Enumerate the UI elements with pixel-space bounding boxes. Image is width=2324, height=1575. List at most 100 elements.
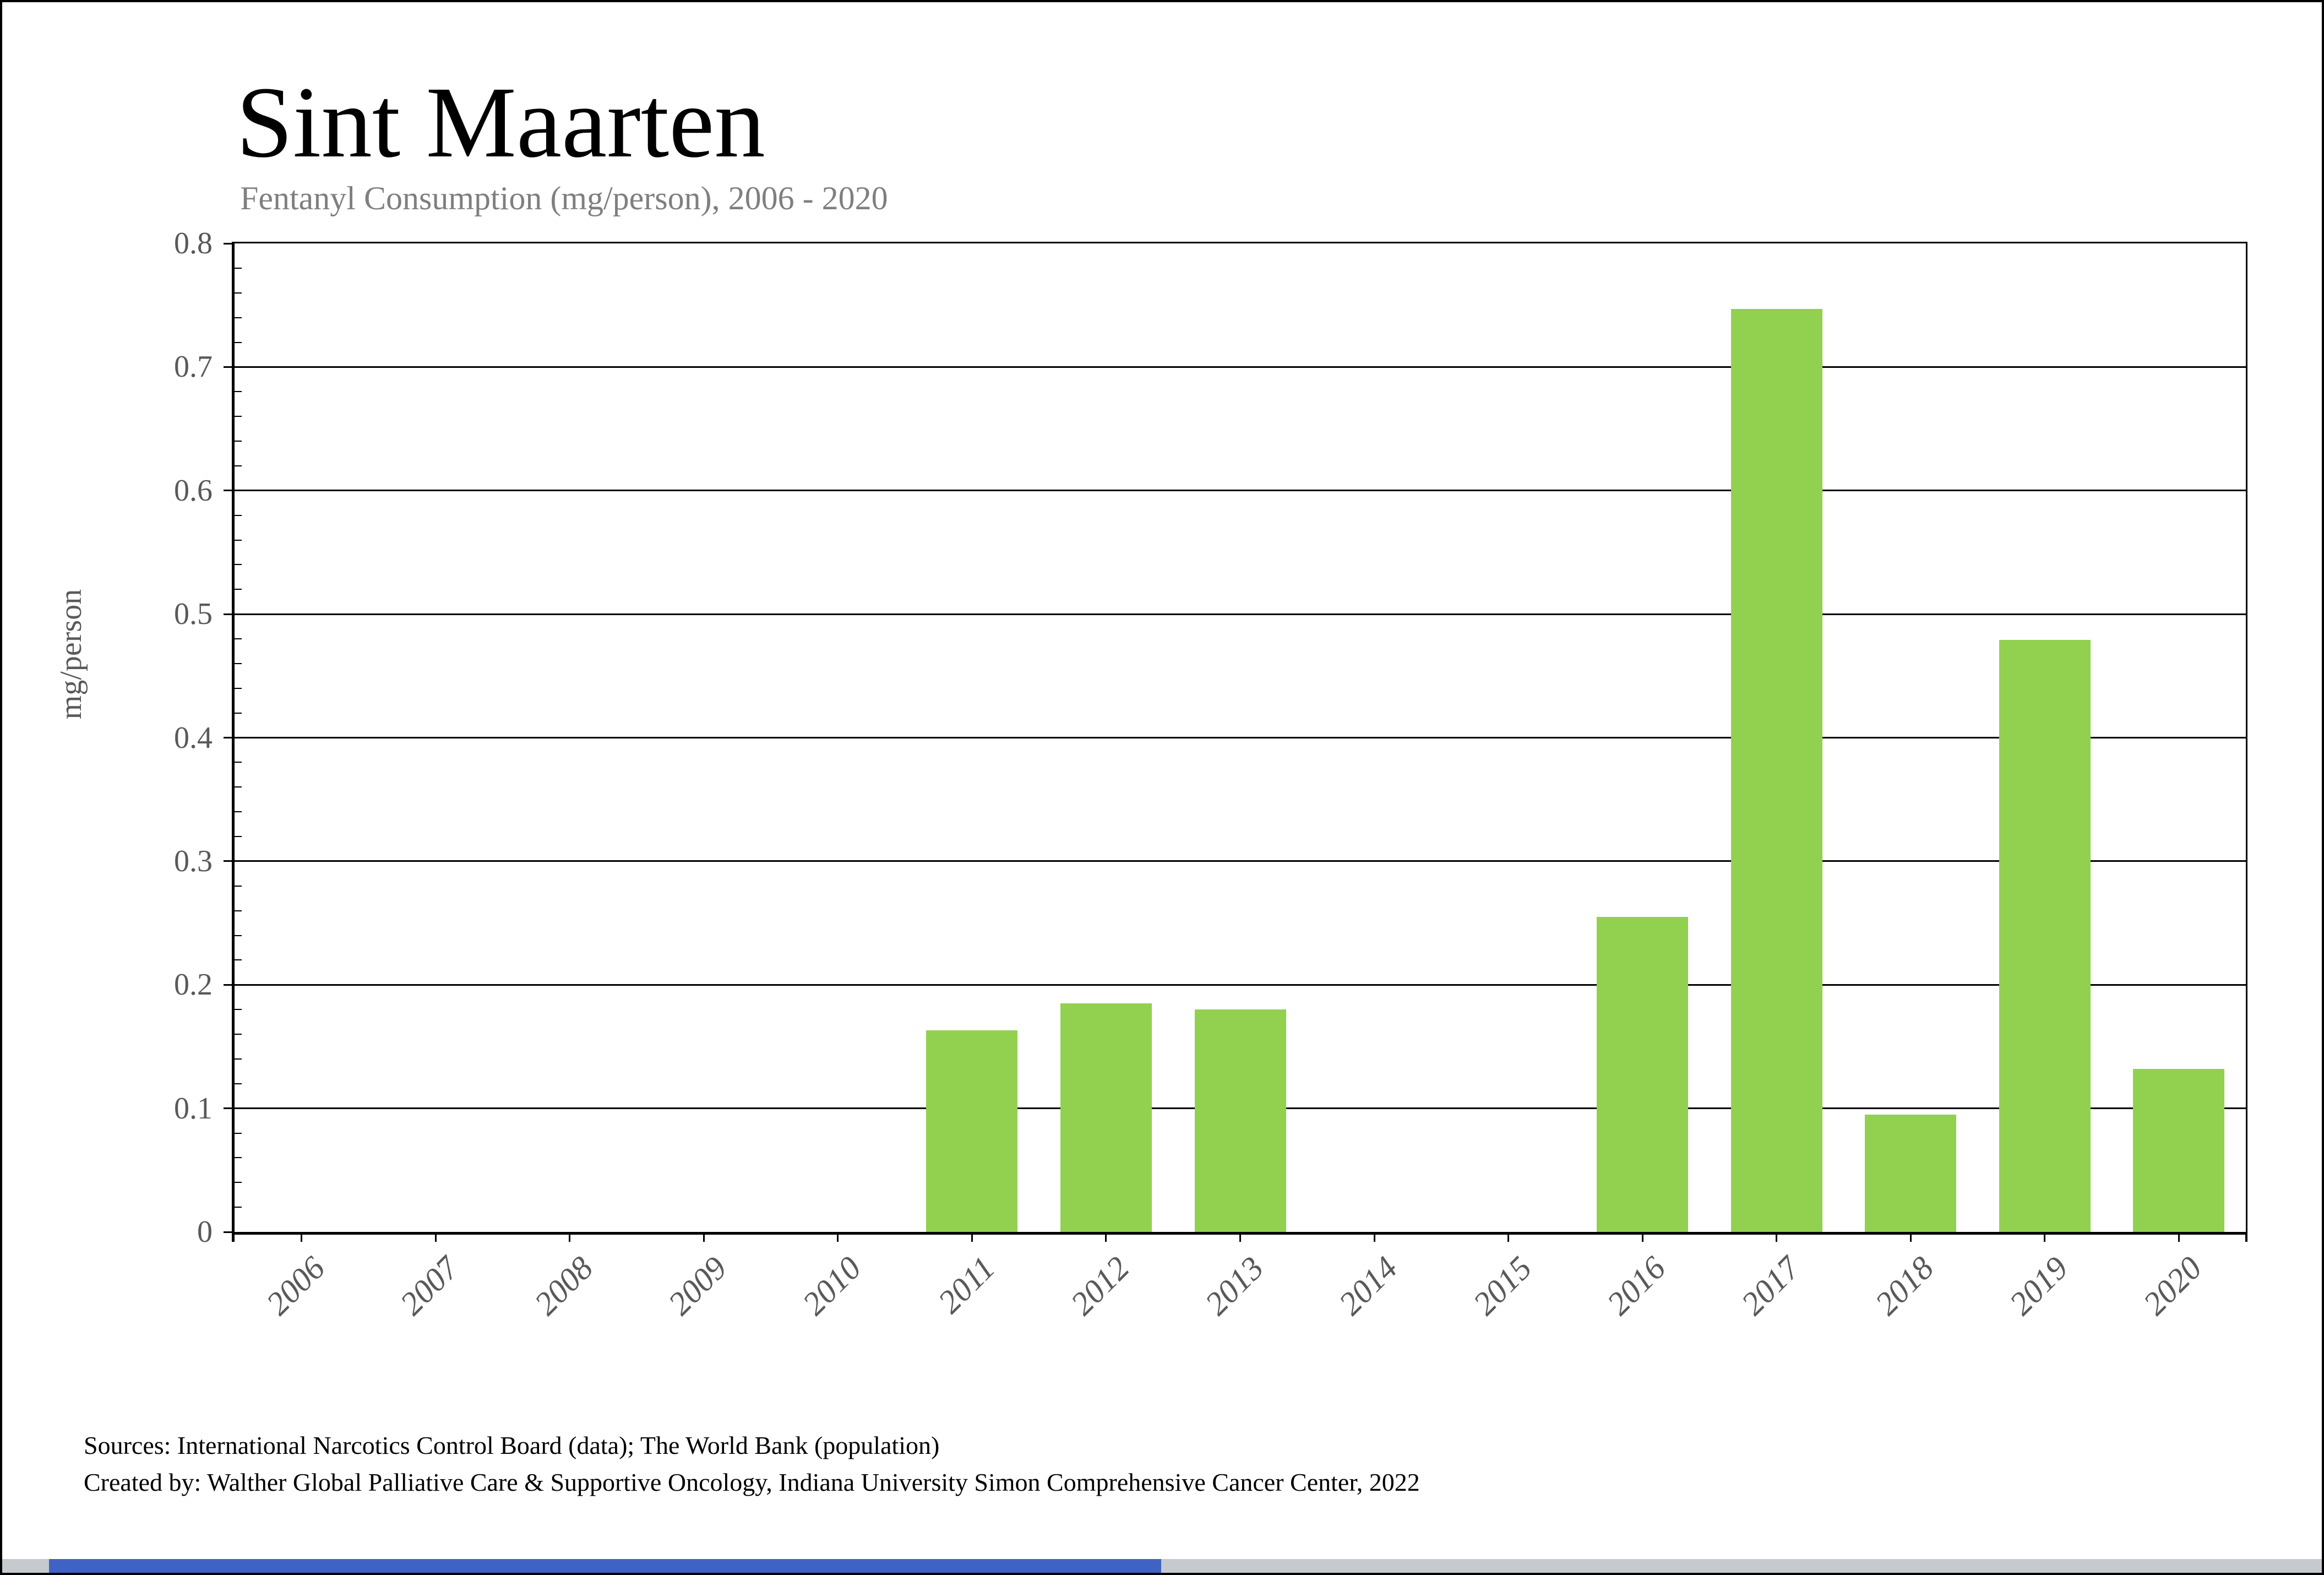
bar [1730,308,1822,1232]
x-tick [1507,1232,1510,1242]
y-minor-tick [235,959,242,961]
bottom-progress-bar [49,1559,1161,1573]
y-major-tick [224,1231,232,1233]
bar [2133,1068,2225,1232]
y-minor-tick [235,465,242,466]
y-minor-tick [235,1034,242,1035]
x-axis-label: 2015 [1466,1249,1539,1322]
x-tick [2044,1232,2046,1242]
x-tick [569,1232,571,1242]
y-minor-tick [235,514,242,516]
x-axis-label: 2018 [1868,1249,1941,1322]
y-major-tick [224,860,232,862]
y-tick-label: 0.3 [174,844,213,878]
y-tick-label: 0.4 [174,720,213,755]
x-axis-label: 2011 [931,1249,1002,1321]
y-minor-tick [235,662,242,664]
x-axis-label: 2020 [2136,1249,2209,1322]
y-minor-tick [235,441,242,442]
y-minor-tick [235,1207,242,1208]
x-axis-label: 2016 [1600,1249,1673,1322]
y-major-tick [224,242,232,245]
y-minor-tick [235,539,242,541]
x-tick [301,1232,303,1242]
y-minor-tick [235,687,242,689]
x-tick [837,1232,839,1242]
x-tick [1373,1232,1375,1242]
y-minor-tick [235,935,242,936]
y-gridline [235,490,2246,492]
y-gridline [235,984,2246,986]
y-tick-label: 0.5 [174,597,213,632]
y-minor-tick [235,1182,242,1183]
y-minor-tick [235,910,242,911]
y-minor-tick [235,762,242,763]
footer: Sources: International Narcotics Control… [84,1427,1420,1501]
y-minor-tick [235,317,242,318]
x-axis-label: 2013 [1198,1249,1271,1322]
y-minor-tick [235,391,242,393]
y-minor-tick [235,811,242,813]
x-tick [971,1232,973,1242]
x-axis-label: 2014 [1332,1249,1405,1322]
bottom-strip [2,1559,2322,1573]
x-axis-label: 2006 [259,1249,332,1322]
y-minor-tick [235,638,242,639]
y-minor-tick [235,836,242,837]
y-major-tick [224,613,232,615]
y-axis-title: mg/person [54,589,88,720]
y-major-tick [224,984,232,986]
x-axis-label: 2017 [1734,1249,1807,1322]
y-minor-tick [235,1058,242,1060]
y-minor-tick [235,416,242,417]
y-tick-label: 0.7 [174,350,213,384]
y-minor-tick [235,589,242,590]
y-minor-tick [235,341,242,343]
x-tick [2178,1232,2180,1242]
x-axis-label: 2008 [527,1249,600,1322]
y-minor-tick [235,1132,242,1134]
x-axis-label: 2009 [661,1249,734,1322]
x-axis-label: 2019 [2002,1249,2075,1322]
chart-title: Sint Maarten [236,66,765,179]
x-tick [1909,1232,1912,1242]
y-tick-label: 0.8 [174,226,213,260]
y-tick-label: 0.1 [174,1091,213,1126]
y-gridline [235,613,2246,615]
bar [1999,640,2091,1232]
x-tick [1105,1232,1107,1242]
x-tick [703,1232,705,1242]
y-gridline [235,737,2246,738]
y-minor-tick [235,786,242,788]
bar [1865,1114,1957,1232]
x-tick [1641,1232,1643,1242]
y-tick-label: 0.2 [174,968,213,1002]
x-axis-corner-tick [232,1232,235,1242]
bar [926,1030,1018,1232]
y-minor-tick [235,1157,242,1159]
y-major-tick [224,737,232,738]
y-minor-tick [235,267,242,269]
y-minor-tick [235,564,242,566]
footer-sources: Sources: International Narcotics Control… [84,1431,940,1459]
bar [1597,916,1689,1232]
y-minor-tick [235,712,242,714]
y-minor-tick [235,292,242,294]
x-tick [434,1232,437,1242]
y-major-tick [224,490,232,492]
y-tick-label: 0.6 [174,473,213,508]
chart-subtitle: Fentanyl Consumption (mg/person), 2006 -… [240,180,888,216]
y-minor-tick [235,1009,242,1011]
x-axis-label: 2010 [795,1249,868,1322]
x-axis-label: 2007 [393,1249,466,1322]
plot-area: 0 0.1 0.2 0.3 0.4 0.5 0.6 0.7 0.8 2006 2007 2008 200… [174,227,2247,1322]
x-tick [1776,1232,1778,1242]
y-major-tick [224,1107,232,1110]
x-tick [1239,1232,1241,1242]
y-minor-tick [235,885,242,887]
x-axis-label: 2012 [1063,1249,1136,1322]
x-axis-corner-tick [2245,1232,2247,1242]
bar [1194,1009,1286,1232]
y-minor-tick [235,1083,242,1084]
